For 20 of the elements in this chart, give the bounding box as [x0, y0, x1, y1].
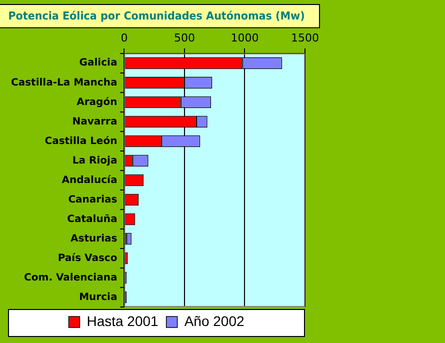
y-tick-label: Murcia [79, 292, 118, 303]
chart-title: Potencia Eólica por Comunidades Autónomas (Mw) [8, 9, 305, 23]
y-tick-label: País Vasco [58, 252, 118, 264]
y-tick-label: Andalucía [62, 174, 118, 186]
y-tick-label: Aragón [76, 96, 118, 108]
y-tick-label: Navarra [72, 116, 118, 128]
x-tick-label: 0 [120, 32, 128, 45]
y-tick-label: Cataluña [67, 214, 118, 225]
y-tick-label: La Rioja [72, 155, 118, 166]
legend-label: Hasta 2001 [86, 312, 159, 329]
y-tick-label: Canarias [68, 194, 118, 206]
y-tick-label: Asturias [70, 233, 118, 244]
x-tick-label: 500 [174, 32, 195, 45]
x-tick-label: 1000 [230, 32, 259, 45]
legend-label: Año 2002 [184, 312, 244, 329]
x-tick-label: 1500 [291, 32, 319, 45]
y-tick-label: Com. Valenciana [24, 272, 118, 284]
y-tick-label: Castilla León [44, 136, 118, 147]
y-tick-label: Galicia [79, 58, 118, 69]
y-tick-label: Castilla-La Mancha [10, 77, 118, 88]
